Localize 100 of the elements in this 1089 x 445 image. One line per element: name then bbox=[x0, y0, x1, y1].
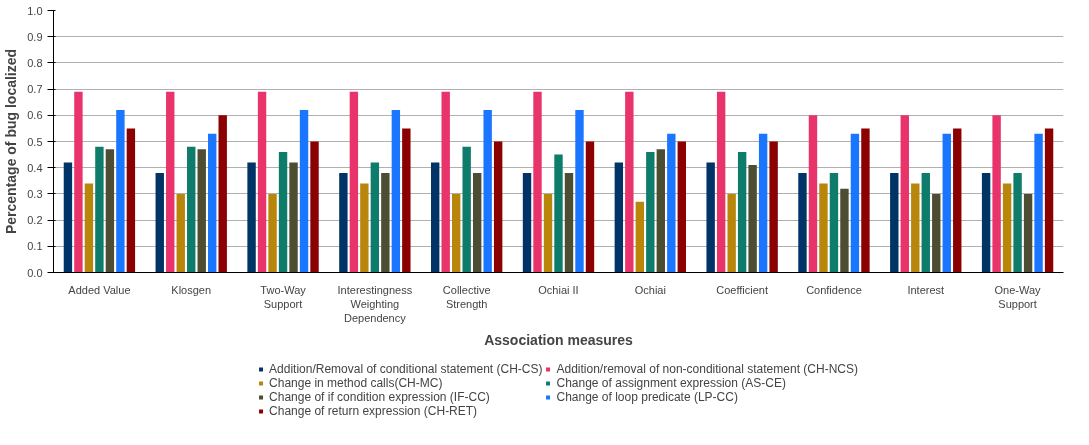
y-tick-label: 0.5 bbox=[27, 135, 43, 148]
bar bbox=[197, 149, 206, 273]
legend-label: Change of assignment expression (AS-CE) bbox=[556, 376, 786, 390]
y-tick-label: 0.4 bbox=[27, 161, 43, 174]
bar bbox=[1034, 133, 1043, 273]
bar bbox=[126, 128, 136, 273]
bar bbox=[370, 162, 380, 273]
bar bbox=[1044, 128, 1054, 273]
bar bbox=[646, 151, 655, 273]
bar bbox=[257, 91, 267, 273]
bar bbox=[74, 91, 83, 273]
bar bbox=[808, 115, 818, 273]
x-tick-label: Confidence bbox=[806, 283, 862, 296]
x-tick-label: Coefficient bbox=[716, 283, 769, 296]
bar bbox=[84, 183, 94, 273]
legend-label: Addition/Removal of conditional statement (CH-CS) bbox=[269, 362, 543, 376]
bar bbox=[900, 115, 909, 273]
bar bbox=[554, 154, 563, 273]
bar bbox=[155, 172, 164, 273]
bar bbox=[116, 110, 125, 273]
y-tick-label: 0.2 bbox=[27, 214, 43, 227]
bar bbox=[441, 91, 450, 273]
x-axis-title: Association measures bbox=[484, 332, 634, 349]
bar bbox=[890, 172, 899, 273]
legend-label: Change of return expression (CH-RET) bbox=[269, 404, 478, 418]
bar bbox=[462, 146, 471, 273]
bar bbox=[218, 115, 227, 273]
bar bbox=[716, 91, 726, 273]
bar bbox=[575, 110, 584, 273]
bar bbox=[635, 201, 645, 273]
bar bbox=[942, 133, 951, 273]
bar bbox=[483, 110, 492, 273]
x-tick-label: Added Value bbox=[68, 283, 131, 296]
y-tick-label: 0.9 bbox=[27, 30, 43, 43]
bar bbox=[349, 91, 359, 273]
bar bbox=[727, 193, 736, 273]
bar bbox=[758, 133, 768, 273]
bar bbox=[299, 110, 309, 273]
bar bbox=[402, 128, 411, 273]
bar bbox=[247, 162, 256, 273]
bar bbox=[850, 133, 860, 273]
bar bbox=[289, 162, 298, 273]
bar bbox=[677, 141, 686, 273]
bar bbox=[737, 151, 747, 273]
bar bbox=[339, 172, 348, 273]
bar bbox=[533, 91, 542, 273]
bar bbox=[1002, 183, 1012, 273]
bar bbox=[208, 133, 217, 273]
x-tick-label: Interestingness Weighting Dependency bbox=[337, 283, 413, 325]
legend-label: Addition/removal of non-conditional statement (CH-NCS) bbox=[556, 362, 858, 376]
legend-label: Change of loop predicate (LP-CC) bbox=[556, 390, 738, 404]
bar bbox=[63, 162, 73, 273]
bar bbox=[1023, 193, 1033, 273]
bar bbox=[829, 172, 839, 273]
y-tick-label: 0.0 bbox=[27, 266, 43, 279]
x-tick-label: Ochiai II bbox=[538, 283, 579, 296]
bar bbox=[472, 172, 482, 273]
bar bbox=[748, 165, 757, 273]
bar bbox=[819, 183, 828, 273]
y-tick-label: 0.3 bbox=[27, 187, 43, 200]
bar bbox=[614, 162, 624, 273]
bar bbox=[493, 141, 503, 273]
y-tick-label: 0.7 bbox=[27, 83, 43, 96]
y-tick-label: 0.6 bbox=[27, 109, 43, 122]
bar bbox=[769, 141, 778, 273]
bar bbox=[1013, 172, 1022, 273]
bar bbox=[176, 193, 185, 273]
bar bbox=[522, 172, 532, 273]
x-tick-label: Klosgen bbox=[171, 283, 212, 296]
bar bbox=[268, 193, 277, 273]
bar bbox=[187, 146, 196, 273]
bar bbox=[360, 183, 369, 273]
bar bbox=[953, 128, 962, 273]
bar bbox=[911, 183, 920, 273]
bar bbox=[840, 188, 849, 273]
bar bbox=[992, 115, 1001, 273]
bar bbox=[667, 133, 676, 273]
bar bbox=[625, 91, 634, 273]
bar bbox=[95, 146, 104, 273]
y-tick-label: 0.1 bbox=[27, 240, 43, 253]
legend-label: Change in method calls(CH-MC) bbox=[269, 376, 443, 390]
bar bbox=[451, 193, 461, 273]
x-tick-label: Collective Strength bbox=[442, 283, 491, 310]
bar bbox=[656, 149, 666, 273]
bar bbox=[310, 141, 319, 273]
x-tick-label: Ochiai bbox=[634, 283, 666, 296]
bar bbox=[105, 149, 115, 273]
bar bbox=[921, 172, 930, 273]
x-tick-label: Two-Way Support bbox=[260, 283, 307, 310]
bar bbox=[798, 172, 807, 273]
y-axis-title: Percentage of bug localized bbox=[3, 48, 20, 235]
bar bbox=[391, 110, 401, 273]
bar bbox=[431, 162, 440, 273]
bar bbox=[564, 172, 574, 273]
x-tick-label: Interest bbox=[907, 283, 945, 296]
bar bbox=[585, 141, 595, 273]
bar bbox=[278, 151, 288, 273]
bar bbox=[543, 193, 553, 273]
bar bbox=[166, 91, 175, 273]
y-tick-label: 1.0 bbox=[27, 4, 43, 17]
